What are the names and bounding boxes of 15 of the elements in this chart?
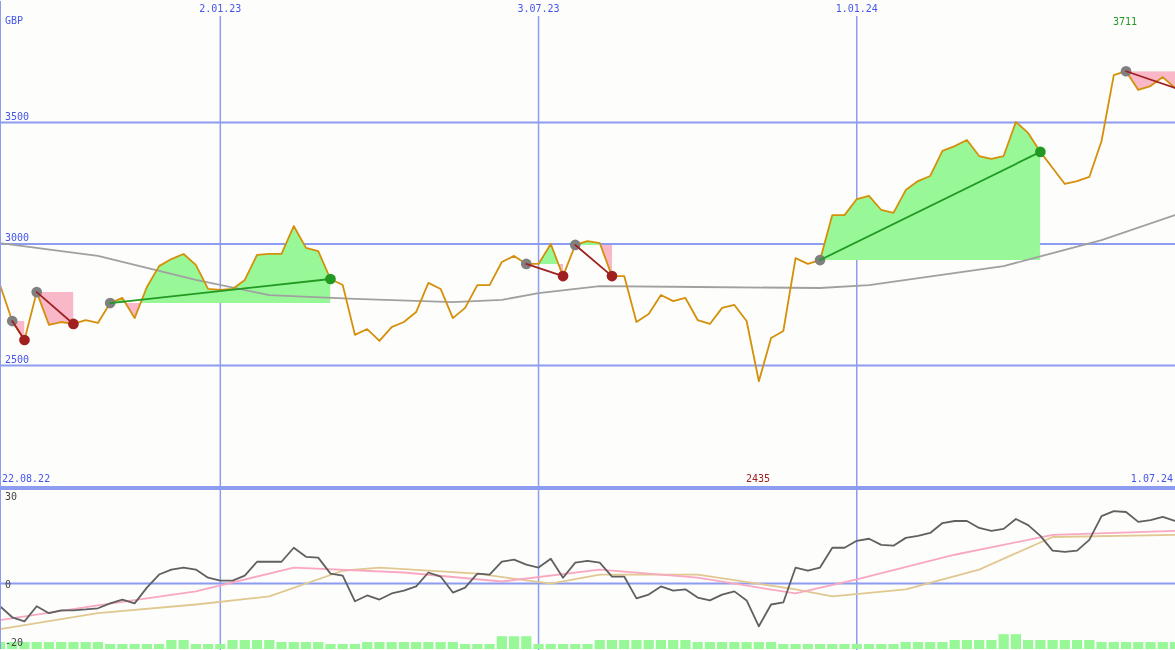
x-tick-label: 2.01.23 bbox=[199, 3, 242, 14]
annotation: 1.07.24 bbox=[1130, 473, 1173, 484]
x-tick-label: 1.01.24 bbox=[835, 3, 878, 14]
y-tick-label: 0 bbox=[5, 578, 12, 590]
annotation: 22.08.22 bbox=[2, 473, 51, 484]
y-tick-label: -20 bbox=[5, 636, 24, 648]
x-tick-label: 3.07.23 bbox=[517, 3, 560, 14]
annotation: 2435 bbox=[745, 473, 771, 484]
line-series bbox=[0, 510, 1175, 628]
y-tick-label: 3000 bbox=[5, 232, 30, 243]
annotation: 3711 bbox=[1112, 16, 1138, 27]
y-axis-title: GBP bbox=[5, 15, 24, 26]
y-tick-label: 3500 bbox=[5, 110, 30, 122]
y-tick-label: 30 bbox=[5, 491, 18, 503]
y-tick-label: 2500 bbox=[5, 353, 30, 365]
